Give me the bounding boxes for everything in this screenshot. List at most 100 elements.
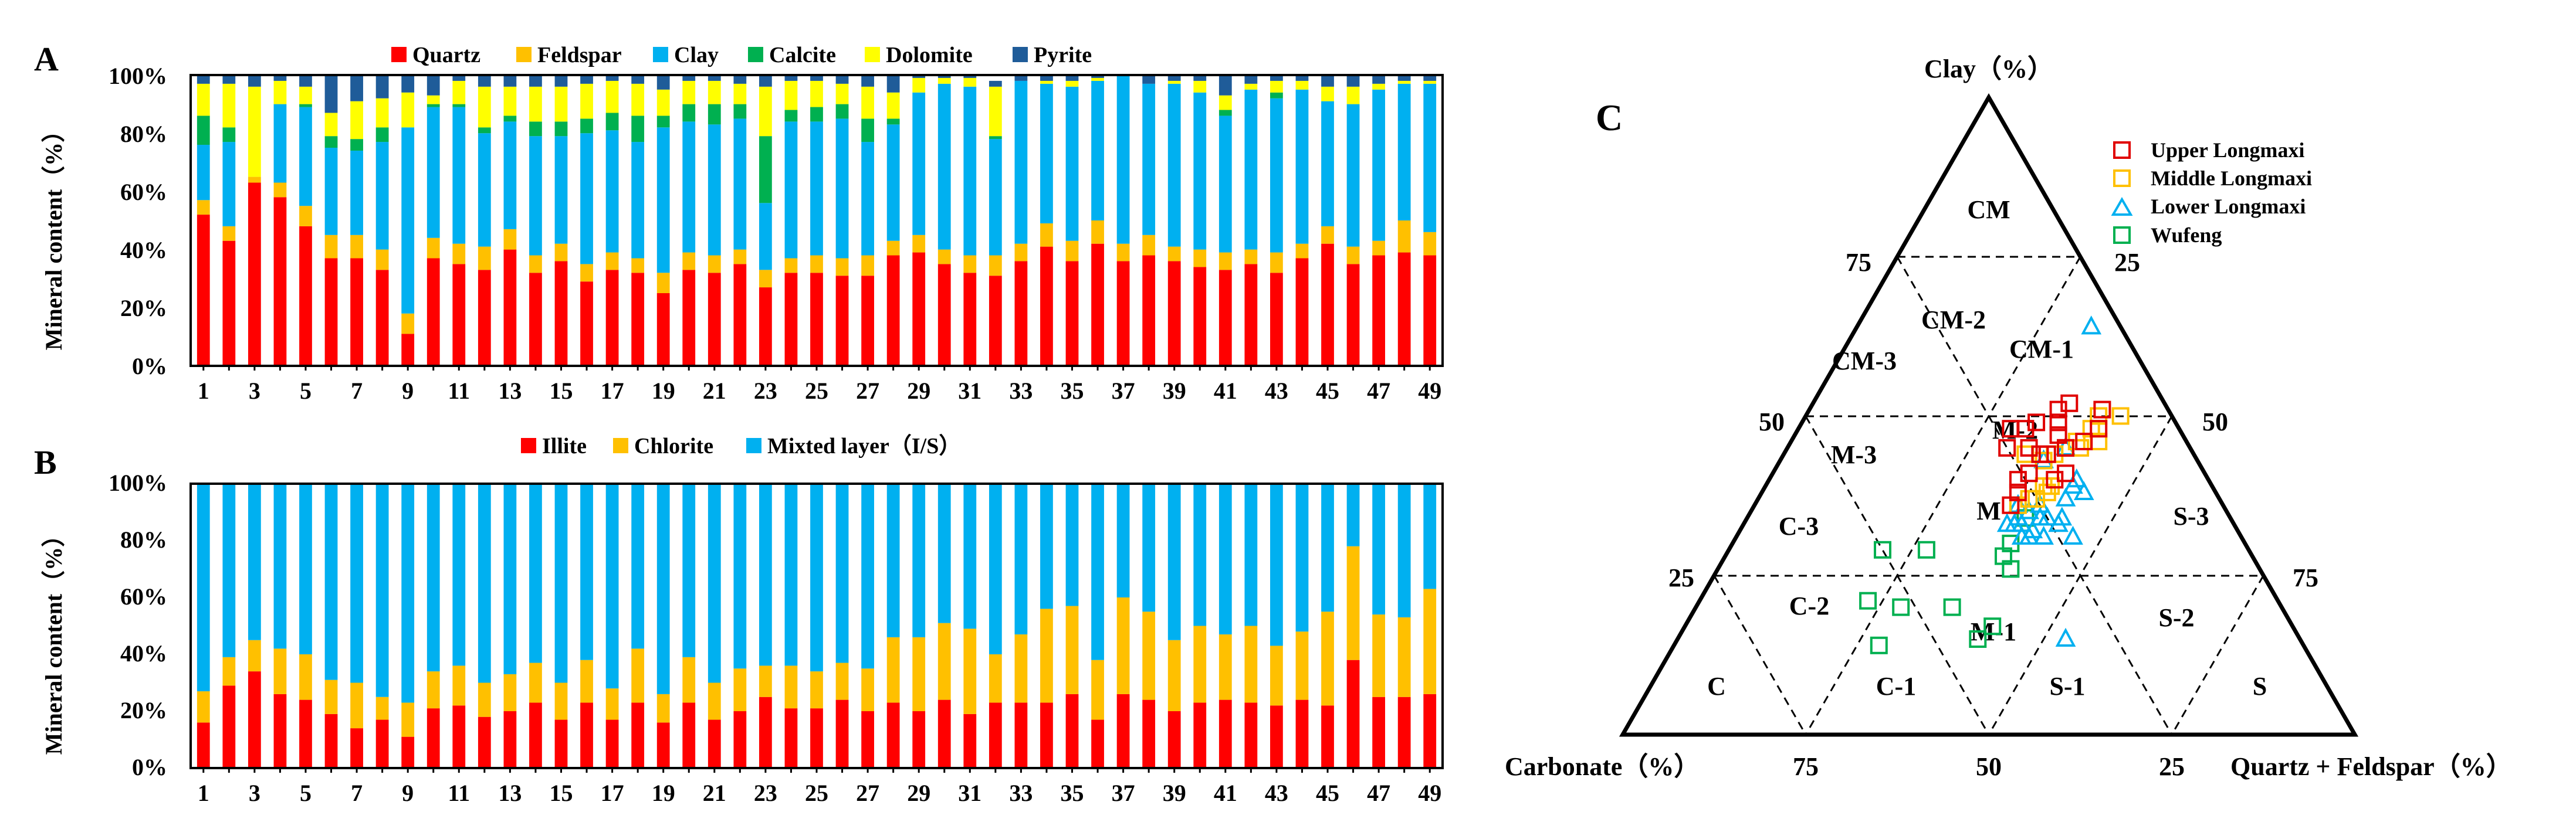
- bar-pyrite-42: [1244, 75, 1258, 84]
- bar-illite-21: [708, 719, 721, 768]
- bar-pyrite-38: [1142, 75, 1156, 84]
- bar-dolomite-10: [426, 95, 440, 104]
- bar-pyrite-36: [1091, 75, 1104, 78]
- bar-mixed-21: [708, 484, 721, 683]
- bar-feldspar-2: [222, 226, 236, 241]
- bar-mixed-37: [1116, 484, 1130, 597]
- region-label: M-3: [1831, 440, 1877, 469]
- x-tick-label: 7: [351, 378, 363, 404]
- bar-dolomite-18: [631, 83, 645, 116]
- bar-clay-38: [1142, 83, 1156, 235]
- bar-pyrite-3: [248, 75, 261, 87]
- legend-label-calcite: Calcite: [769, 43, 836, 67]
- bar-illite-35: [1065, 694, 1079, 768]
- legend-swatch-pyrite: [1013, 47, 1028, 62]
- bar-feldspar-40: [1193, 249, 1207, 267]
- bar-quartz-29: [912, 252, 926, 366]
- bar-feldspar-43: [1270, 252, 1283, 273]
- bar-illite-15: [554, 719, 568, 768]
- point-upper-19: [1998, 439, 2016, 457]
- bar-illite-45: [1321, 705, 1334, 768]
- bar-dolomite-20: [682, 80, 696, 104]
- point-upper-4: [2049, 400, 2067, 419]
- bar-clay-49: [1423, 83, 1437, 232]
- bar-dolomite-13: [503, 86, 517, 116]
- x-tick-label: 15: [549, 780, 573, 806]
- bar-clay-15: [554, 136, 568, 244]
- panel-letter-a: A: [34, 40, 59, 78]
- bar-dolomite-24: [784, 80, 798, 110]
- x-tick-label: 37: [1112, 780, 1135, 806]
- bar-illite-1: [197, 722, 210, 768]
- bar-dolomite-17: [605, 80, 619, 113]
- bar-dolomite-4: [273, 80, 287, 104]
- x-tick-label: 41: [1214, 378, 1237, 404]
- bar-feldspar-33: [1014, 243, 1028, 261]
- bar-calcite-21: [708, 104, 721, 125]
- bar-illite-3: [248, 671, 261, 768]
- bar-clay-20: [682, 121, 696, 253]
- bar-mixed-8: [375, 484, 389, 697]
- tick-left-25: 25: [1668, 563, 1694, 592]
- bar-chlorite-3: [248, 640, 261, 672]
- bar-quartz-2: [222, 240, 236, 366]
- chart-b-ytick-0: 0%: [132, 754, 167, 780]
- bar-chlorite-15: [554, 682, 568, 720]
- point-middle-11: [2035, 477, 2053, 495]
- bar-calcite-24: [784, 110, 798, 122]
- bar-chlorite-47: [1372, 614, 1386, 697]
- bar-clay-21: [708, 124, 721, 256]
- bar-calcite-41: [1218, 110, 1232, 116]
- bar-illite-48: [1397, 697, 1411, 768]
- region-label: C: [1707, 672, 1726, 701]
- legend-label-upper: Upper Longmaxi: [2151, 138, 2304, 162]
- bar-illite-7: [350, 728, 363, 768]
- bar-pyrite-32: [989, 80, 1002, 87]
- bar-chlorite-36: [1091, 660, 1104, 720]
- bar-quartz-47: [1372, 255, 1386, 366]
- bar-dolomite-27: [861, 86, 874, 119]
- x-tick-label: 11: [448, 378, 470, 404]
- x-tick-label: 1: [198, 378, 209, 404]
- bar-dolomite-3: [248, 86, 261, 177]
- bar-mixed-16: [580, 484, 593, 660]
- bar-clay-37: [1116, 75, 1130, 244]
- bar-illite-23: [759, 697, 772, 768]
- tick-bottom-25: 25: [2159, 752, 2185, 781]
- bar-pyrite-17: [605, 75, 619, 81]
- bar-quartz-33: [1014, 261, 1028, 366]
- bar-illite-41: [1218, 699, 1232, 768]
- chart-b-ytick-1: 20%: [120, 697, 167, 724]
- bar-quartz-27: [861, 276, 874, 366]
- ternary-label-left: Carbonate（%）: [1505, 752, 1700, 781]
- bar-quartz-30: [937, 264, 951, 366]
- bar-mixed-13: [503, 484, 517, 674]
- legend-swatch-chlorite: [613, 438, 628, 453]
- bar-quartz-3: [248, 182, 261, 366]
- bar-illite-8: [375, 719, 389, 768]
- bar-pyrite-24: [784, 75, 798, 81]
- bar-feldspar-36: [1091, 220, 1104, 244]
- region-label: CM-1: [2009, 335, 2074, 364]
- x-tick-label: 5: [300, 780, 312, 806]
- bar-illite-14: [529, 702, 542, 768]
- bar-clay-46: [1346, 104, 1360, 247]
- bar-calcite-13: [503, 116, 517, 122]
- bar-pyrite-40: [1193, 75, 1207, 81]
- bar-dolomite-22: [733, 83, 747, 104]
- point-upper-21: [2009, 471, 2027, 489]
- bar-quartz-13: [503, 249, 517, 366]
- bar-dolomite-9: [401, 92, 415, 128]
- bar-feldspar-34: [1040, 223, 1053, 247]
- legend-swatch-illite: [521, 438, 536, 453]
- bar-calcite-32: [989, 136, 1002, 140]
- bar-pyrite-22: [733, 75, 747, 84]
- bar-chlorite-43: [1270, 646, 1283, 706]
- bar-illite-27: [861, 711, 874, 768]
- chart-a-legend: Quartz Feldspar Clay Calcite Dolomite Py…: [391, 43, 1092, 67]
- bar-clay-27: [861, 142, 874, 256]
- bar-clay-44: [1295, 89, 1309, 244]
- bar-calcite-5: [299, 104, 312, 107]
- x-tick-label: 27: [856, 378, 879, 404]
- bar-calcite-22: [733, 104, 747, 119]
